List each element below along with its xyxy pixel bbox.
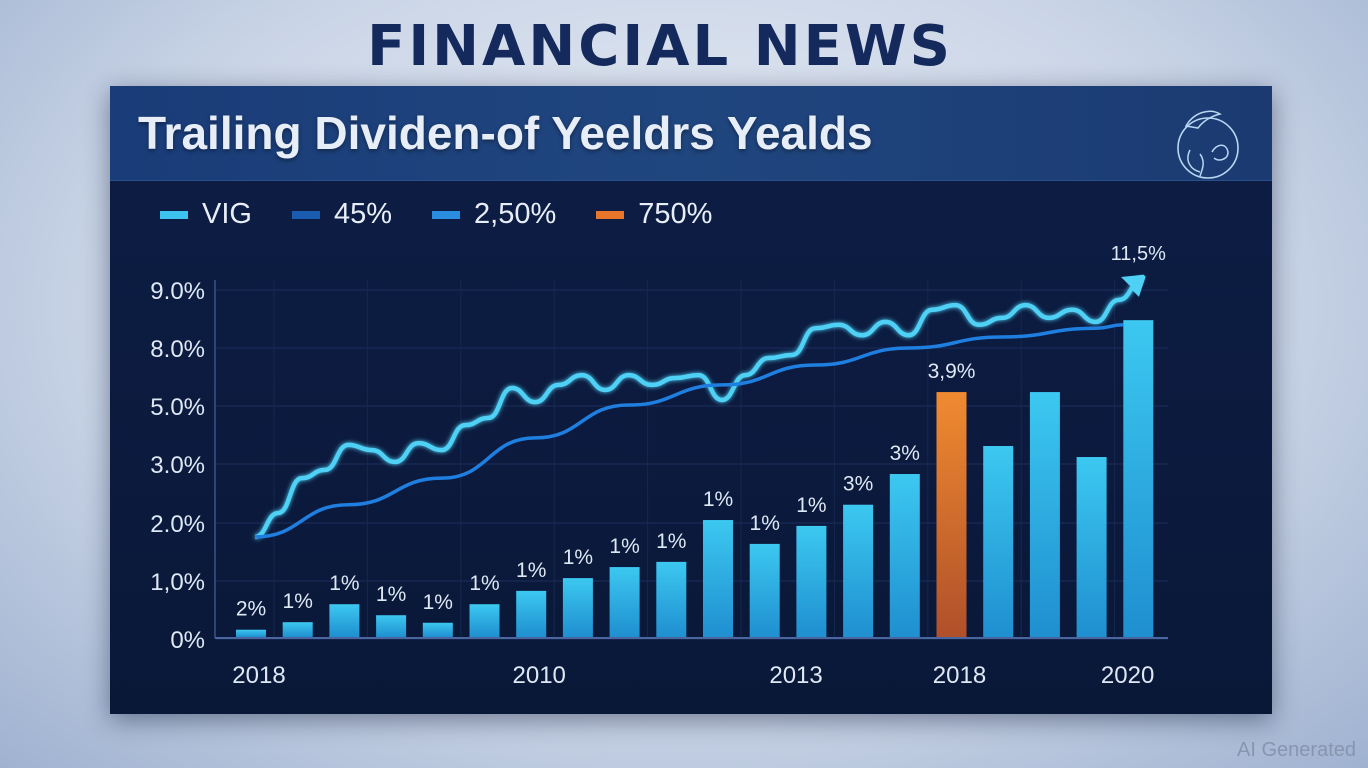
bar-value-label: 1%	[516, 559, 546, 582]
panel-header: Trailing Dividen-of Yeeldrs Yealds	[110, 86, 1272, 181]
bar-value-label: 3%	[890, 442, 920, 465]
line-end-label: 11,5%	[1111, 243, 1166, 265]
bar	[703, 520, 733, 637]
panel-title: Trailing Dividen-of Yeeldrs Yealds	[138, 107, 873, 159]
bar-value-label: 1%	[423, 591, 453, 614]
bar	[656, 561, 687, 637]
bar	[516, 590, 547, 637]
bar	[329, 604, 360, 637]
x-tick-label: 2018	[232, 662, 285, 689]
legend-label: 45%	[333, 198, 393, 230]
y-tick-label: 0%	[170, 627, 205, 654]
x-tick-label: 2018	[933, 662, 986, 689]
bar-value-label: 1%	[656, 530, 686, 553]
bar-highlight	[936, 392, 967, 637]
legend-item-vig: VIG	[160, 198, 252, 231]
bar	[282, 622, 313, 637]
bar	[236, 629, 266, 637]
bar-value-label: 3%	[843, 473, 873, 496]
chart-legend: VIG 45% 2,50% 750%	[160, 198, 752, 231]
legend-label: 750%	[638, 198, 713, 230]
watermark: AI Generated	[1237, 739, 1356, 761]
legend-swatch	[596, 210, 625, 219]
x-tick-label: 2020	[1101, 662, 1154, 689]
bar-value-label: 1%	[796, 494, 826, 517]
bar	[469, 604, 500, 637]
arrow-up-icon	[1121, 274, 1146, 297]
bar-value-label: 3,9%	[928, 360, 976, 383]
legend-label: 2,50%	[474, 198, 557, 230]
bar	[422, 622, 453, 637]
bar	[562, 578, 593, 637]
bar	[609, 567, 640, 637]
bar-value-label: 1%	[750, 512, 780, 535]
y-tick-label: 1,0%	[150, 569, 205, 596]
y-tick-label: 9.0%	[150, 278, 205, 305]
bar	[1029, 392, 1060, 637]
bar	[749, 543, 780, 637]
bar	[1076, 457, 1107, 637]
bar	[889, 474, 920, 637]
legend-item-750: 750%	[596, 198, 712, 231]
bar	[843, 504, 874, 637]
bar	[1123, 320, 1154, 637]
trend-line	[254, 323, 1124, 539]
bar-value-label: 2%	[236, 598, 266, 621]
legend-swatch	[160, 210, 188, 219]
vig-wavy-line	[254, 277, 1143, 540]
x-tick-label: 2013	[769, 662, 822, 689]
y-tick-label: 5.0%	[150, 394, 205, 421]
bar-value-label: 1%	[469, 572, 499, 595]
y-tick-label: 8.0%	[150, 336, 205, 363]
y-tick-label: 3.0%	[150, 452, 205, 479]
globe-logo-icon	[1177, 110, 1239, 179]
bar-value-label: 1%	[563, 546, 593, 569]
legend-swatch	[291, 210, 320, 219]
legend-swatch	[432, 210, 461, 219]
bar	[796, 525, 827, 637]
bar-value-label: 1%	[376, 583, 406, 606]
legend-item-45: 45%	[291, 198, 393, 231]
legend-label: VIG	[202, 198, 252, 230]
bar	[376, 615, 407, 637]
bar	[983, 446, 1014, 637]
bar-value-label: 1%	[329, 572, 359, 595]
x-tick-label: 2010	[513, 662, 566, 689]
y-tick-label: 2.0%	[150, 511, 205, 538]
page-title: FINANCIAL NEWS	[367, 14, 953, 79]
bar-value-label: 1%	[283, 590, 313, 613]
legend-item-250: 2,50%	[432, 198, 556, 231]
bar-value-label: 1%	[609, 535, 639, 558]
bar-value-label: 1%	[703, 488, 733, 511]
